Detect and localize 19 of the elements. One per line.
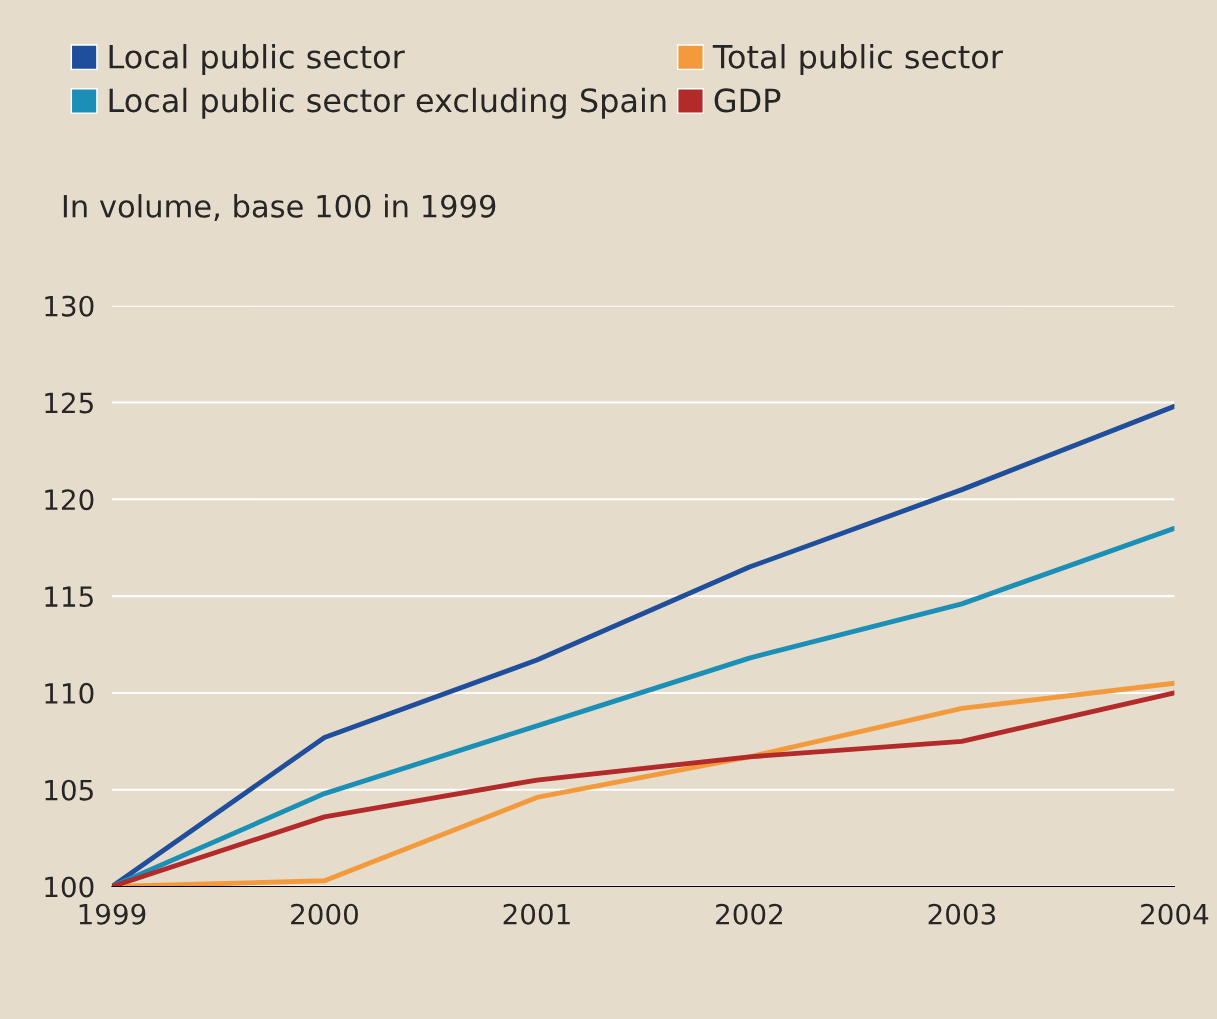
legend-label: GDP (714, 88, 781, 113)
x-tick-label: 2002 (716, 903, 782, 925)
legend-label: Local public sector excluding Spain (109, 87, 666, 119)
y-tick-label: 110 (45, 682, 94, 704)
x-tick-label: 2004 (1141, 903, 1209, 925)
x-tick-label: 1999 (79, 903, 146, 925)
y-tick-label: 115 (45, 586, 93, 608)
y-tick-label: 100 (45, 876, 94, 898)
legend-label: Total public sector (712, 44, 1003, 75)
y-tick-label: 120 (45, 489, 94, 511)
chart-subtitle: In volume, base 100 in 1999 (63, 194, 496, 221)
legend-label: Local public sector (109, 44, 405, 75)
y-tick-label: 105 (45, 779, 93, 801)
y-tick-label: 125 (45, 392, 93, 414)
x-tick-label: 2003 (928, 903, 996, 925)
x-tick-label: 2000 (291, 903, 358, 925)
y-tick-label: 130 (45, 295, 94, 317)
line-series (111, 403, 1175, 887)
x-tick-label: 2001 (503, 903, 570, 925)
